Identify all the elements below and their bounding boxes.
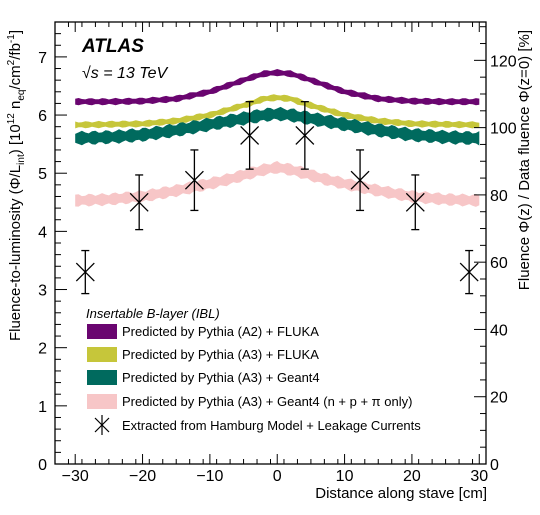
legend-label-hamburg: Extracted from Hamburg Model + Leakage C… (122, 418, 421, 433)
x-axis-title: Distance along stave [cm] (315, 485, 487, 502)
point-marker (405, 192, 425, 212)
prediction-bands (75, 69, 480, 207)
legend-header: Insertable B-layer (IBL) (86, 306, 220, 321)
y-right-tick-label: 20 (490, 390, 508, 407)
legend: Insertable B-layer (IBL) Predicted by Py… (86, 306, 421, 435)
y-right-tick-label: 120 (490, 53, 517, 70)
y-left-tick-label: 0 (38, 457, 47, 474)
y-left-tick-label: 4 (38, 224, 47, 241)
point-marker (240, 125, 260, 145)
point-marker (459, 262, 479, 282)
data-point (240, 101, 260, 170)
y-left-tick-label: 7 (38, 50, 47, 67)
legend-swatch-a3-geant4-npi (87, 394, 117, 409)
band-predicted-by-pythia-a2-fluka (75, 69, 480, 106)
energy-label: √s = 13 TeV (82, 65, 168, 82)
y-left-tick-label: 1 (38, 399, 47, 416)
y-left-tick-label: 6 (38, 108, 47, 125)
y-axis-left-title: Fluence-to-luminosity (Φ/Lint) [1012 neq… (6, 30, 27, 341)
y-right-tick-label: 40 (490, 322, 508, 339)
legend-label-a3-fluka: Predicted by Pythia (A3) + FLUKA (122, 347, 319, 362)
data-points (75, 101, 479, 295)
legend-label-a3-geant4: Predicted by Pythia (A3) + Geant4 (122, 370, 320, 385)
data-point (75, 249, 95, 295)
energy-value: = 13 TeV (99, 65, 169, 82)
x-tick-label: −30 (62, 468, 89, 485)
data-point (184, 149, 204, 212)
energy-sqrt: √s (82, 65, 99, 82)
x-tick-label: 10 (336, 468, 354, 485)
legend-swatch-a3-fluka (87, 347, 117, 362)
x-tick-label: −10 (196, 468, 223, 485)
band-predicted-by-pythia-a3-geant4-n-p-only (75, 161, 480, 207)
data-point (350, 149, 370, 212)
data-point (459, 249, 479, 295)
band-predicted-by-pythia-a3-geant4 (75, 106, 480, 146)
x-axis: −30 −20 −10 0 10 20 30 (54, 22, 488, 485)
legend-swatch-a3-geant4 (87, 370, 117, 385)
y-right-tick-label: 100 (490, 121, 517, 138)
data-point (405, 174, 425, 231)
point-marker (129, 192, 149, 212)
y-right-tick-label: 60 (490, 255, 508, 272)
atlas-label: ATLAS (81, 36, 144, 57)
point-marker (184, 170, 204, 190)
y-axis-left: 0 1 2 3 4 5 6 7 (38, 33, 67, 474)
point-marker (75, 262, 95, 282)
x-tick-label: −20 (129, 468, 156, 485)
legend-marker-hamburg (94, 415, 110, 435)
y-right-tick-label: 0 (490, 457, 499, 474)
y-left-tick-label: 3 (38, 283, 47, 300)
data-point (129, 174, 149, 231)
y-left-tick-label: 2 (38, 341, 47, 358)
x-tick-label: 20 (403, 468, 421, 485)
y-right-tick-label: 80 (490, 188, 508, 205)
y-left-tick-label: 5 (38, 166, 47, 183)
band-predicted-by-pythia-a3-fluka (75, 94, 480, 129)
point-marker (350, 170, 370, 190)
point-marker (295, 125, 315, 145)
x-tick-label: 30 (470, 468, 488, 485)
legend-label-a2-fluka: Predicted by Pythia (A2) + FLUKA (122, 324, 319, 339)
legend-swatch-a2-fluka (87, 324, 117, 339)
legend-label-a3-geant4-npi: Predicted by Pythia (A3) + Geant4 (n + p… (122, 394, 412, 409)
y-axis-right: 0 20 40 60 80 100 120 (474, 26, 517, 474)
x-tick-label: 0 (273, 468, 282, 485)
data-point (295, 101, 315, 170)
y-axis-right-title: Fluence Φ(z) / Data fluence Φ(z=0) [%] (516, 30, 533, 290)
